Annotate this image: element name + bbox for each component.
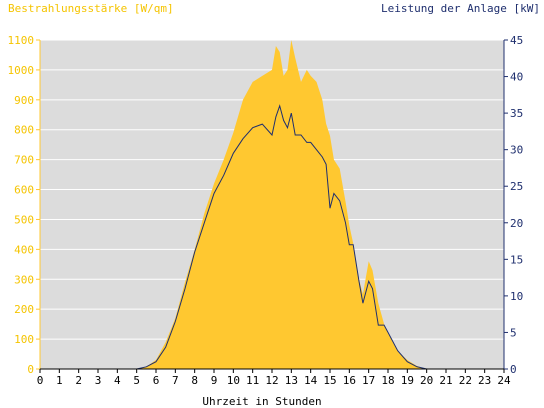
right-tick-label-25: 25: [510, 180, 523, 193]
right-tick-label-0: 0: [510, 363, 517, 376]
left-tick-label-1000: 1000: [8, 64, 35, 77]
x-tick-label-3: 3: [95, 374, 102, 387]
left-tick-label-200: 200: [14, 303, 34, 316]
left-tick-label-100: 100: [14, 333, 34, 346]
x-tick-label-6: 6: [153, 374, 160, 387]
x-tick-label-10: 10: [227, 374, 240, 387]
left-tick-label-600: 600: [14, 184, 34, 197]
x-tick-label-21: 21: [439, 374, 452, 387]
x-tick-label-16: 16: [343, 374, 356, 387]
x-tick-label-4: 4: [114, 374, 121, 387]
x-tick-label-13: 13: [285, 374, 298, 387]
x-tick-label-20: 20: [420, 374, 433, 387]
x-tick-label-17: 17: [362, 374, 375, 387]
x-tick-label-14: 14: [304, 374, 318, 387]
x-axis-ticks: 0 1 2 3 4 5 6 7 8 9 10 11 12 13 14 15 16 17 18 19 20 21 22 23 24: [37, 369, 511, 387]
right-tick-label-45: 45: [510, 34, 523, 47]
x-tick-label-9: 9: [211, 374, 218, 387]
x-tick-label-23: 23: [478, 374, 491, 387]
right-axis-ticks: 0 5 10 15 20 25 30 35 40 45: [504, 34, 523, 376]
right-axis-title: Leistung der Anlage [kW]: [381, 2, 540, 15]
right-tick-label-20: 20: [510, 217, 523, 230]
x-tick-label-2: 2: [75, 374, 82, 387]
left-tick-label-1100: 1100: [8, 34, 35, 47]
x-tick-label-7: 7: [172, 374, 179, 387]
x-tick-label-19: 19: [401, 374, 414, 387]
left-tick-label-300: 300: [14, 273, 34, 286]
left-tick-label-800: 800: [14, 124, 34, 137]
x-tick-label-0: 0: [37, 374, 44, 387]
left-axis-title: Bestrahlungsstärke [W/qm]: [8, 2, 174, 15]
left-tick-label-400: 400: [14, 243, 34, 256]
irradiance-area: [40, 40, 504, 369]
x-tick-label-24: 24: [497, 374, 511, 387]
right-tick-label-15: 15: [510, 253, 523, 266]
right-tick-label-5: 5: [510, 326, 517, 339]
right-tick-label-40: 40: [510, 71, 523, 84]
x-tick-label-1: 1: [56, 374, 63, 387]
x-tick-label-15: 15: [323, 374, 336, 387]
left-tick-label-0: 0: [27, 363, 34, 376]
x-tick-label-22: 22: [459, 374, 472, 387]
right-tick-label-10: 10: [510, 290, 523, 303]
x-axis-label: Uhrzeit in Stunden: [202, 395, 321, 408]
left-tick-label-500: 500: [14, 213, 34, 226]
right-tick-label-35: 35: [510, 107, 523, 120]
x-tick-label-18: 18: [381, 374, 394, 387]
x-tick-label-12: 12: [265, 374, 278, 387]
x-tick-label-8: 8: [191, 374, 198, 387]
x-tick-label-5: 5: [133, 374, 140, 387]
power-line: [40, 104, 504, 370]
left-axis-ticks: 0 100 200 300 400 500 600 700 800 900 1000 1100: [8, 34, 40, 376]
right-tick-label-30: 30: [510, 144, 523, 157]
left-tick-label-900: 900: [14, 94, 34, 107]
x-tick-label-11: 11: [246, 374, 259, 387]
left-tick-label-700: 700: [14, 154, 34, 167]
